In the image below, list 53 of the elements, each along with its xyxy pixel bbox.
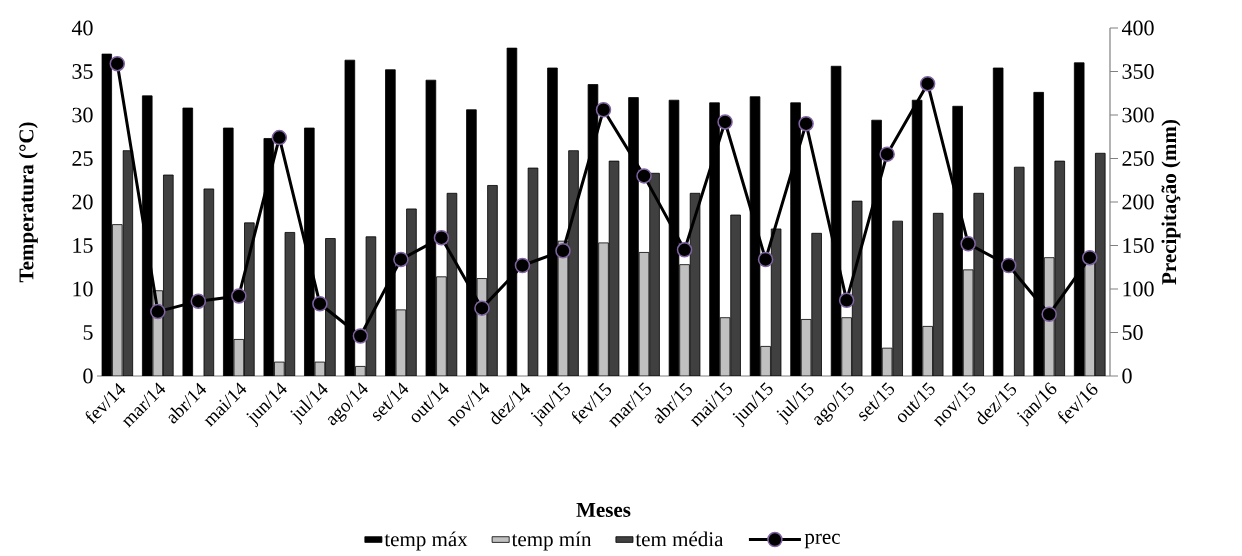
point bbox=[271, 129, 288, 146]
legend-label: tem média bbox=[635, 531, 724, 547]
point bbox=[595, 102, 612, 118]
y-tick-label: 25 bbox=[72, 151, 93, 166]
y-tick-label: 30 bbox=[72, 107, 93, 123]
bar bbox=[892, 220, 903, 376]
y-tick-label: 5 bbox=[83, 325, 93, 340]
point bbox=[1000, 257, 1017, 274]
y2-tick-label: 300 bbox=[1122, 107, 1154, 123]
point bbox=[393, 251, 409, 268]
point bbox=[919, 75, 936, 92]
point bbox=[231, 288, 247, 304]
y-axis-title: Temperatura (°C) bbox=[18, 122, 38, 283]
y-tick-label: 10 bbox=[73, 281, 93, 297]
y-tick-label: 0 bbox=[83, 368, 93, 384]
y-tick-label: 20 bbox=[72, 194, 93, 210]
y2-tick-label: 400 bbox=[1121, 20, 1154, 36]
y2-tick-label: 100 bbox=[1123, 281, 1154, 297]
point bbox=[474, 300, 490, 316]
point bbox=[717, 114, 733, 130]
legend-label: temp máx bbox=[384, 531, 468, 551]
y-tick-label: 15 bbox=[73, 238, 93, 253]
y-tick-label: 40 bbox=[71, 20, 93, 36]
point bbox=[636, 168, 652, 184]
bar bbox=[163, 174, 174, 376]
point bbox=[1081, 249, 1098, 266]
point bbox=[514, 257, 531, 274]
point bbox=[757, 251, 774, 268]
y2-tick-label: 150 bbox=[1123, 238, 1154, 253]
point bbox=[109, 55, 126, 72]
y2-tick-label: 0 bbox=[1122, 368, 1132, 384]
x-axis-title: Meses bbox=[576, 502, 631, 517]
legend-label: temp mín bbox=[511, 531, 592, 551]
point bbox=[433, 229, 450, 246]
y2-tick-label: 250 bbox=[1122, 151, 1154, 166]
point bbox=[190, 293, 207, 309]
point bbox=[352, 328, 369, 344]
y2-axis-title: Precipitação (mm) bbox=[1161, 120, 1181, 285]
point bbox=[676, 242, 693, 258]
point bbox=[1041, 306, 1057, 322]
point bbox=[798, 115, 814, 132]
y2-tick-label: 350 bbox=[1122, 64, 1154, 79]
point bbox=[312, 296, 328, 312]
point bbox=[960, 236, 976, 252]
bar bbox=[730, 214, 741, 376]
point bbox=[879, 146, 895, 162]
bar bbox=[811, 232, 822, 376]
y2-tick-label: 50 bbox=[1122, 325, 1143, 340]
point bbox=[838, 292, 855, 309]
legend-label: prec bbox=[804, 533, 840, 549]
y-tick-label: 35 bbox=[72, 64, 93, 79]
y2-tick-label: 200 bbox=[1122, 194, 1154, 210]
point bbox=[150, 303, 166, 320]
